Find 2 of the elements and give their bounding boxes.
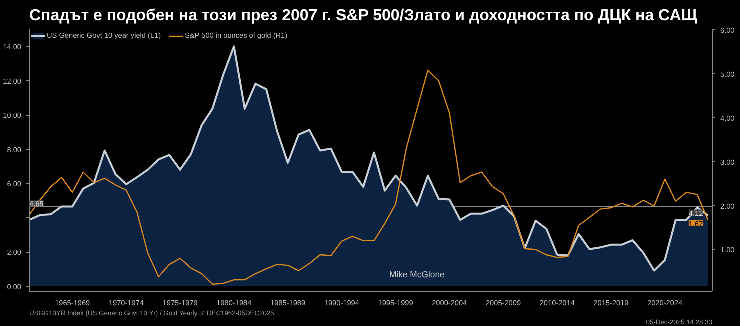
annotation: Mike McGlone (390, 270, 446, 280)
chart-title: Спадът е подобен на този през 2007 г. S&P 500/Злато и доходността по ДЦК на САЩ (30, 8, 698, 24)
